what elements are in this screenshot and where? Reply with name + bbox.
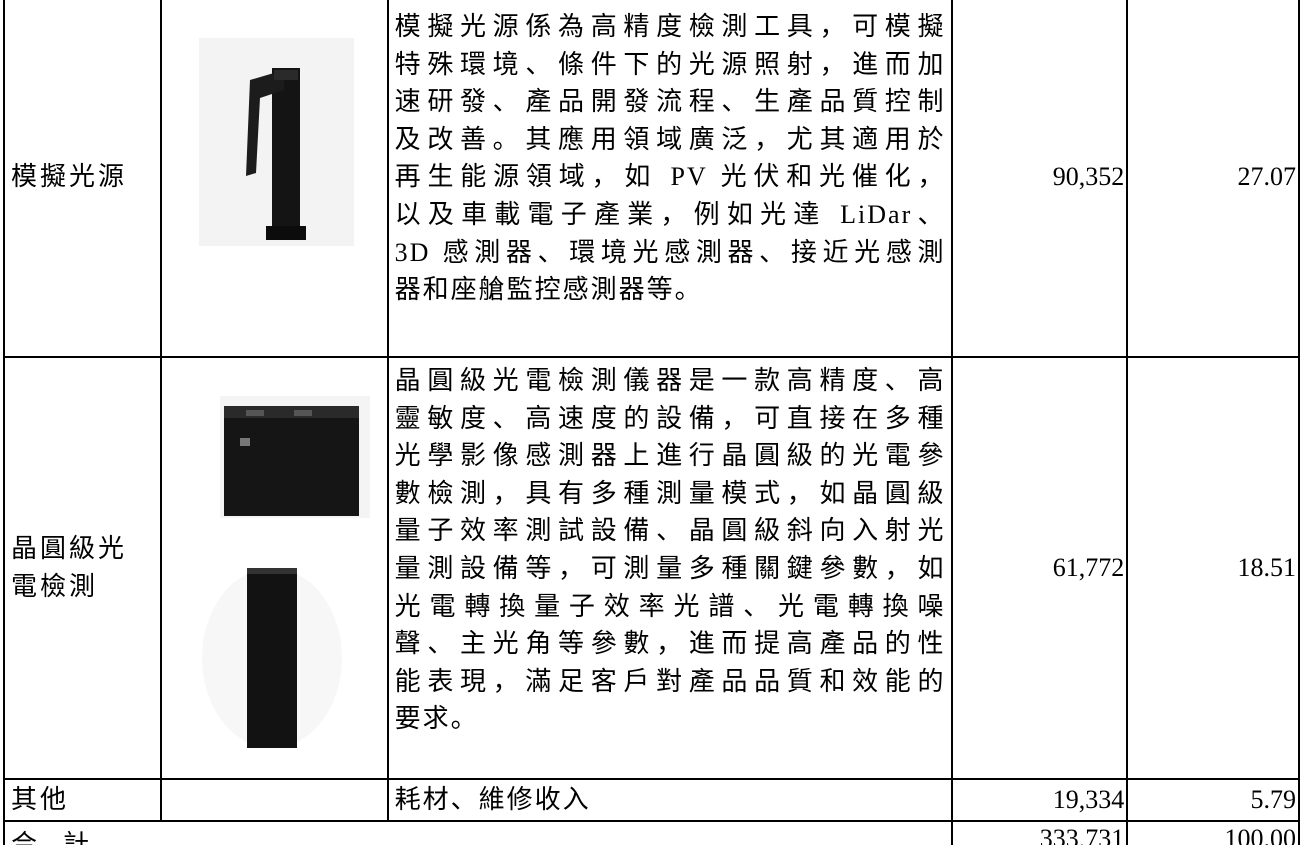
description-line: 再生能源領域，如 PV 光伏和光催化， (394, 162, 946, 192)
description-line: 量測設備等，可測量多種關鍵參數，如 (394, 553, 946, 583)
item: 晶圓級光電檢測 (3, 356, 162, 780)
description-line: 光電轉換量子效率光譜、光電轉換噪 (394, 591, 946, 621)
image-cell (159, 778, 389, 822)
description-line: 數檢測，具有多種測量模式，如晶圓級 (394, 478, 946, 508)
description-line: 模擬光源係為高精度檢測工具，可模擬 (394, 12, 946, 41)
description-line: 特殊環境、條件下的光源照射，進而加 (394, 49, 946, 79)
description-line: 及改善。其應用領域廣泛，尤其適用於 (394, 124, 946, 154)
percent: 18.51 (1126, 356, 1300, 780)
description-line: 聲、主光角等參數，進而提高產品的性 (394, 629, 946, 659)
item: 其他 (3, 778, 162, 822)
amount: 19,334 (951, 778, 1129, 822)
description-line: 以及車載電子產業，例如光達 LiDar、 (394, 199, 946, 229)
amount: 61,772 (951, 356, 1129, 780)
row: 晶圓級光電檢測 晶圓級光電檢測儀器是一款高精度、高 靈敏度、高速度的設備，可直接在… (3, 356, 1300, 780)
row: 其他 耗材、維修收入 19,334 5.79 (3, 778, 1300, 822)
description-line: 速研發、產品開發流程、生產品質控制 (394, 87, 946, 117)
product-image (201, 396, 370, 748)
image-cell (159, 0, 389, 358)
product-image (198, 38, 354, 246)
description-line: 光學影像感測器上進行晶圓級的光電參 (394, 441, 946, 471)
description-line: 要求。 (394, 704, 479, 734)
description-line: 耗材、維修收入 (394, 785, 591, 815)
description-lines: 模擬光源係為高精度檢測工具，可模擬 特殊環境、條件下的光源照射，進而加 速研發、產品… (395, 0, 946, 309)
description: 模擬光源係為高精度檢測工具，可模擬 特殊環境、條件下的光源照射，進而加 速研發、產品… (386, 0, 954, 358)
description-line: 3D 感測器、環境光感測器、接近光感測 (394, 237, 946, 267)
description: 晶圓級光電檢測儀器是一款高精度、高 靈敏度、高速度的設備，可直接在多種 光學影像感測… (386, 356, 954, 780)
description-lines: 耗材、維修收入 (395, 781, 946, 819)
image-cell (159, 356, 389, 780)
row: 模擬光源 模擬光源係為高精度檢測工具，可模擬 特殊環境、條件下的光源照射，進而加速… (3, 0, 1300, 358)
description-line: 能表現，滿足客戶對產品品質和效能的 (394, 666, 946, 696)
description-line: 晶圓級光電檢測儀器是一款高精度、高 (394, 366, 946, 395)
item: 模擬光源 (3, 0, 162, 358)
description-line: 器和座艙監控感測器等。 (394, 275, 703, 305)
total-label: 合 計 (2, 820, 954, 845)
percent: 27.07 (1126, 0, 1300, 358)
amount: 90,352 (951, 0, 1129, 358)
description-lines: 晶圓級光電檢測儀器是一款高精度、高 靈敏度、高速度的設備，可直接在多種 光學影像感測… (394, 359, 946, 738)
description-line: 靈敏度、高速度的設備，可直接在多種 (394, 403, 946, 433)
total-percent: 100.00 (1126, 820, 1300, 845)
total-amount: 333,731 (951, 820, 1129, 845)
description-line: 量子效率測試設備、晶圓級斜向入射光 (394, 516, 946, 546)
total-row: 合 計 333,731 100.00 (2, 820, 1300, 845)
description: 耗材、維修收入 (386, 778, 954, 822)
percent: 5.79 (1126, 778, 1300, 822)
